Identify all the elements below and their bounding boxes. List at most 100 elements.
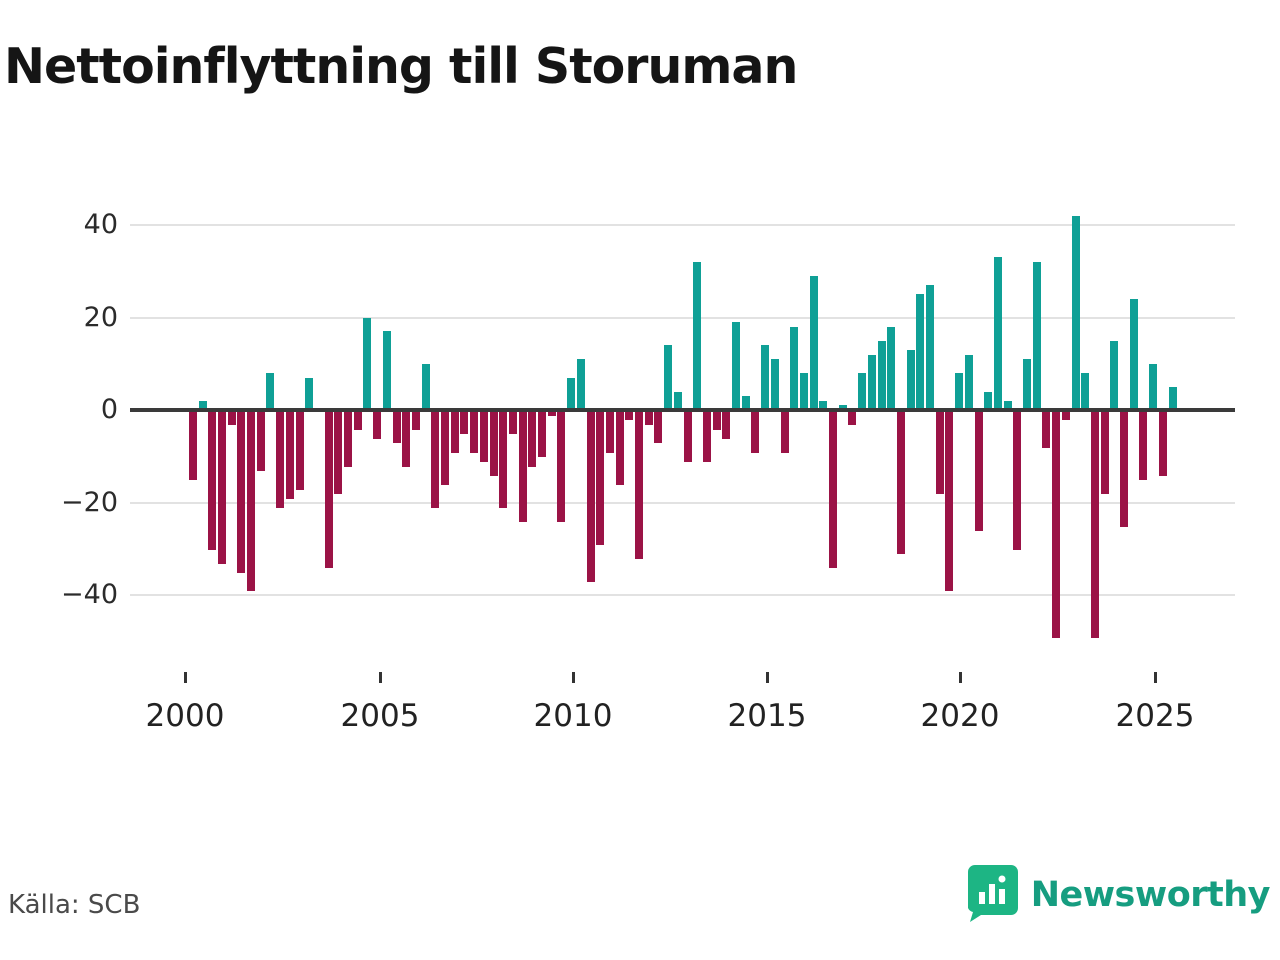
bar: [411, 411, 420, 430]
bar: [906, 349, 915, 410]
bar: [208, 411, 217, 550]
bar: [450, 411, 459, 453]
bar: [1100, 411, 1109, 495]
bar: [508, 411, 517, 435]
bar: [722, 411, 731, 439]
bar: [916, 294, 925, 410]
bar: [1061, 411, 1070, 421]
gridline--40: [130, 594, 1235, 596]
bar: [790, 326, 799, 410]
y-axis-label: −40: [61, 579, 118, 610]
bar: [188, 411, 197, 481]
bar: [858, 373, 867, 410]
bar: [305, 377, 314, 410]
bar: [741, 396, 750, 410]
bar: [664, 345, 673, 410]
bar: [334, 411, 343, 495]
bar: [266, 373, 275, 410]
bar: [198, 400, 207, 410]
y-axis-label: −20: [61, 486, 118, 518]
zero-axis-line: [130, 408, 1235, 412]
bar: [615, 411, 624, 485]
bar: [499, 411, 508, 509]
x-axis-tick: [378, 672, 382, 683]
x-axis-tick: [765, 672, 769, 683]
bar: [1013, 411, 1022, 550]
newsworthy-wordmark: Newsworthy: [1030, 875, 1271, 915]
bar: [829, 411, 837, 569]
bar: [751, 411, 760, 453]
y-axis-label: 40: [83, 209, 118, 240]
bar: [344, 411, 352, 467]
bar: [256, 411, 265, 472]
bar: [867, 354, 876, 410]
source-note: Källa: SCB: [8, 890, 141, 920]
x-axis-label: 2015: [727, 698, 807, 734]
bar: [528, 411, 537, 467]
bar: [363, 317, 372, 410]
x-axis-tick: [1153, 672, 1157, 683]
bar: [819, 400, 828, 410]
bar: [1081, 373, 1090, 410]
y-axis-label: 0: [100, 394, 118, 425]
bar: [586, 411, 595, 583]
bar: [479, 411, 488, 462]
bar: [1110, 340, 1119, 410]
gridline--20: [130, 501, 1235, 504]
bar: [848, 411, 857, 425]
bar: [693, 262, 702, 410]
bar: [1158, 411, 1167, 476]
bar: [625, 411, 634, 421]
bar: [887, 326, 896, 410]
bar: [285, 411, 294, 499]
bar: [964, 354, 973, 410]
bar: [702, 411, 711, 462]
bar: [984, 391, 993, 410]
bar: [926, 285, 934, 410]
bar: [557, 411, 566, 522]
bar: [295, 411, 304, 490]
x-axis-label: 2005: [340, 698, 420, 734]
bar-chart-pin-icon: [967, 864, 1019, 926]
bar: [780, 411, 789, 453]
bar: [217, 411, 226, 564]
bar: [489, 411, 498, 476]
bar: [1129, 299, 1138, 410]
x-axis-label: 2000: [145, 698, 225, 734]
bar: [227, 411, 236, 425]
x-axis-label: 2025: [1115, 698, 1195, 734]
bar: [635, 411, 643, 559]
bar: [993, 257, 1002, 410]
bar: [732, 322, 740, 410]
bar: [1003, 400, 1012, 410]
bar: [547, 411, 556, 416]
bar: [896, 411, 905, 555]
bar: [955, 373, 964, 410]
bar: [237, 411, 246, 573]
bar: [1168, 386, 1177, 410]
bar: [1120, 411, 1128, 527]
bar: [1023, 359, 1031, 410]
bar: [392, 411, 401, 444]
bar: [460, 411, 469, 435]
bar: [877, 340, 886, 410]
bar: [1042, 411, 1051, 448]
bar: [421, 363, 430, 410]
bar: [1090, 411, 1099, 638]
bar: [1052, 411, 1061, 638]
gridline-20: [130, 316, 1235, 319]
bar: [770, 359, 779, 410]
bar: [576, 359, 585, 410]
bar: [712, 411, 721, 430]
x-axis-tick: [183, 672, 187, 683]
bar: [683, 411, 692, 462]
chart-title: Nettoinflyttning till Storuman: [4, 38, 798, 95]
bar: [838, 405, 847, 410]
bar: [974, 411, 983, 532]
bar: [247, 411, 255, 592]
bar: [276, 411, 285, 509]
bar: [441, 411, 449, 485]
bar: [1139, 411, 1148, 481]
